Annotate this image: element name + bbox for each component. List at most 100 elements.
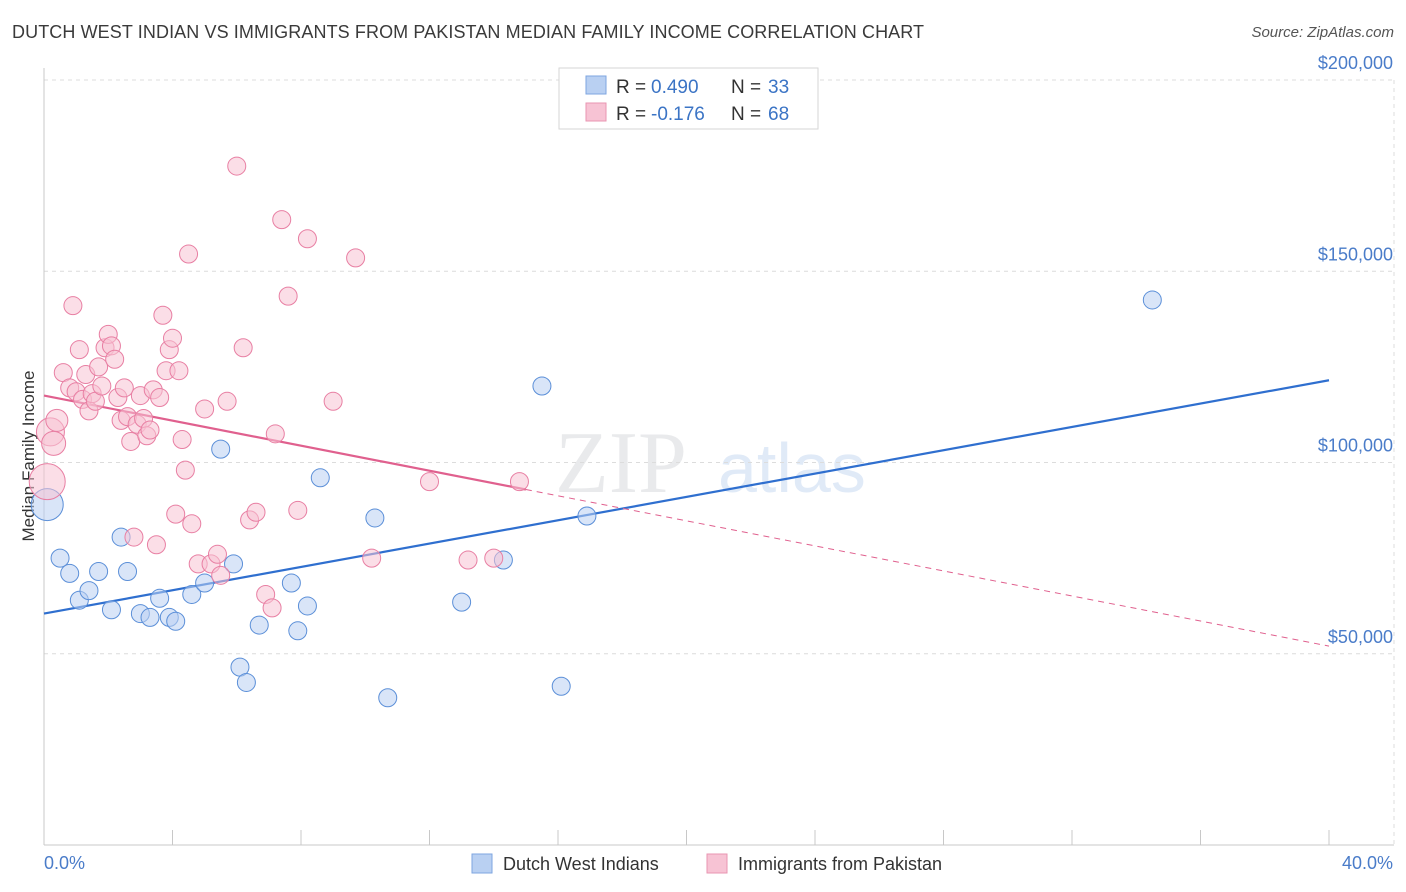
watermark: ZIP atlas bbox=[555, 415, 866, 512]
legend-swatch-pink bbox=[585, 102, 607, 122]
data-point bbox=[195, 573, 215, 593]
trend-line-dashed bbox=[525, 489, 1330, 647]
data-point bbox=[175, 460, 195, 480]
data-point bbox=[101, 600, 121, 620]
data-point bbox=[140, 607, 160, 627]
data-point bbox=[272, 210, 292, 230]
series-legend-label-2: Immigrants from Pakistan bbox=[738, 854, 942, 874]
data-point bbox=[124, 527, 144, 547]
data-point bbox=[346, 248, 366, 268]
data-point bbox=[297, 596, 317, 616]
data-point bbox=[249, 615, 269, 635]
legend-r-value-2: -0.176 bbox=[651, 104, 705, 125]
data-point bbox=[310, 468, 330, 488]
data-point bbox=[262, 598, 282, 618]
data-point bbox=[297, 229, 317, 249]
data-point bbox=[150, 588, 170, 608]
data-point bbox=[166, 504, 186, 524]
data-point bbox=[233, 338, 253, 358]
data-point bbox=[60, 563, 80, 583]
series-legend: Dutch West Indians Immigrants from Pakis… bbox=[471, 853, 942, 874]
legend-r-label-2: R = bbox=[616, 104, 646, 125]
data-point bbox=[227, 156, 247, 176]
x-tick-labels: 0.0% 40.0% bbox=[44, 853, 1393, 873]
data-point bbox=[79, 581, 99, 601]
data-point bbox=[211, 439, 231, 459]
data-point bbox=[179, 244, 199, 264]
legend-n-label-2: N = bbox=[731, 104, 761, 125]
data-point bbox=[246, 502, 266, 522]
stats-legend: R = 0.490 N = 33 R = -0.176 N = 68 bbox=[558, 67, 819, 130]
data-point bbox=[169, 361, 189, 381]
data-point bbox=[150, 387, 170, 407]
data-point bbox=[265, 424, 285, 444]
data-point bbox=[211, 565, 231, 585]
data-point bbox=[323, 391, 343, 411]
data-point bbox=[1142, 290, 1162, 310]
trend-line-solid bbox=[43, 379, 1330, 615]
source-note: Source: ZipAtlas.com bbox=[1251, 24, 1394, 41]
data-point bbox=[89, 562, 109, 582]
data-point bbox=[577, 506, 597, 526]
data-point bbox=[288, 621, 308, 641]
legend-n-value-1: 33 bbox=[768, 77, 789, 98]
legend-n-label-1: N = bbox=[731, 77, 761, 98]
data-point bbox=[63, 296, 83, 316]
data-point bbox=[121, 431, 141, 451]
y-tick-labels: $50,000 $100,000 $150,000 $200,000 bbox=[1318, 53, 1393, 647]
data-point bbox=[362, 548, 382, 568]
data-point bbox=[236, 672, 256, 692]
data-point bbox=[45, 408, 69, 432]
legend-r-value-1: 0.490 bbox=[651, 77, 699, 98]
axes bbox=[43, 68, 1394, 846]
data-point bbox=[172, 430, 192, 450]
data-point bbox=[195, 399, 215, 419]
data-point bbox=[146, 535, 166, 555]
data-point bbox=[365, 508, 385, 528]
y-axis-label: Median Family Income bbox=[19, 370, 38, 541]
data-point bbox=[452, 592, 472, 612]
legend-n-value-2: 68 bbox=[768, 104, 789, 125]
data-point bbox=[89, 357, 109, 377]
data-point bbox=[163, 328, 182, 348]
data-point bbox=[420, 472, 439, 492]
data-point bbox=[28, 463, 66, 501]
y-tick-label: $150,000 bbox=[1318, 244, 1393, 264]
data-point bbox=[288, 500, 308, 520]
legend-swatch-blue bbox=[585, 75, 607, 95]
data-point bbox=[69, 340, 89, 360]
trend-line-solid bbox=[43, 394, 527, 491]
scatter-points bbox=[28, 156, 1162, 708]
data-point bbox=[532, 376, 552, 396]
data-point bbox=[551, 676, 571, 696]
data-point bbox=[217, 391, 237, 411]
legend-r-label-1: R = bbox=[616, 77, 646, 98]
data-point bbox=[92, 376, 112, 396]
data-point bbox=[278, 286, 298, 306]
data-point bbox=[50, 548, 70, 568]
y-tick-label: $50,000 bbox=[1328, 627, 1393, 647]
data-point bbox=[458, 550, 478, 570]
data-point bbox=[118, 562, 138, 582]
watermark-zip: ZIP bbox=[555, 415, 687, 512]
data-point bbox=[207, 544, 227, 564]
data-point bbox=[224, 554, 244, 574]
series-legend-swatch-blue bbox=[471, 853, 493, 874]
x-tick-label-min: 0.0% bbox=[44, 853, 85, 873]
data-point bbox=[41, 430, 67, 456]
series-legend-label-1: Dutch West Indians bbox=[503, 854, 659, 874]
series-legend-swatch-pink bbox=[706, 853, 728, 874]
y-tick-label: $100,000 bbox=[1318, 436, 1393, 456]
data-point bbox=[484, 548, 504, 568]
data-point bbox=[182, 514, 202, 534]
y-tick-label: $200,000 bbox=[1318, 53, 1393, 73]
data-point bbox=[378, 688, 398, 708]
data-point bbox=[509, 472, 529, 492]
data-point bbox=[166, 611, 186, 631]
chart-title: DUTCH WEST INDIAN VS IMMIGRANTS FROM PAK… bbox=[12, 22, 925, 42]
data-point bbox=[105, 349, 125, 369]
data-point bbox=[153, 305, 173, 325]
data-point bbox=[182, 584, 202, 604]
data-point bbox=[281, 573, 301, 593]
